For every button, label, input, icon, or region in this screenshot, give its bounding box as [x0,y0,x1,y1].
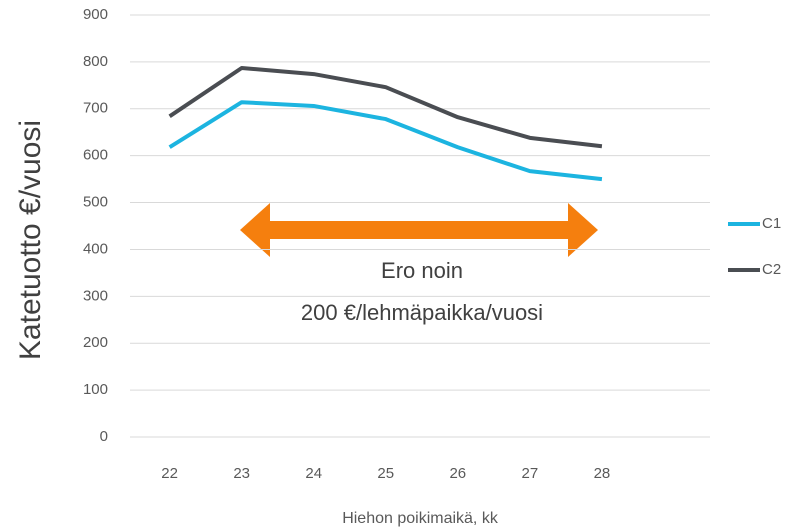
arrow-head-right [568,203,598,257]
y-tick-label: 200 [83,334,108,351]
y-tick-label: 0 [100,428,108,445]
x-axis-label: Hiehon poikimaikä, kk [342,510,499,527]
arrow [240,203,598,257]
y-tick-label: 300 [83,287,108,304]
y-tick-label: 700 [83,100,108,117]
legend-label: C2 [762,261,781,278]
x-tick-label: 26 [449,465,466,482]
x-tick-label: 25 [377,465,394,482]
y-tick-label: 800 [83,53,108,70]
y-tick-label: 600 [83,147,108,164]
x-tick-label: 28 [594,465,611,482]
arrow-head-left [240,203,270,257]
annotation: Ero noin [381,258,463,283]
x-tick-label: 23 [233,465,250,482]
series-line [168,65,603,149]
annotation: 200 €/lehmäpaikka/vuosi [301,300,543,325]
y-tick-label: 400 [83,240,108,257]
y-axis-label: Katetuotto €/vuosi [14,120,47,360]
y-tick-label: 100 [83,381,108,398]
legend-label: C1 [762,215,781,232]
arrow-shaft [266,221,572,239]
x-tick-label: 22 [161,465,178,482]
x-tick-label: 24 [305,465,322,482]
series-line [168,100,603,182]
y-tick-label: 500 [83,194,108,211]
x-tick-label: 27 [522,465,539,482]
y-tick-label: 900 [83,6,108,23]
